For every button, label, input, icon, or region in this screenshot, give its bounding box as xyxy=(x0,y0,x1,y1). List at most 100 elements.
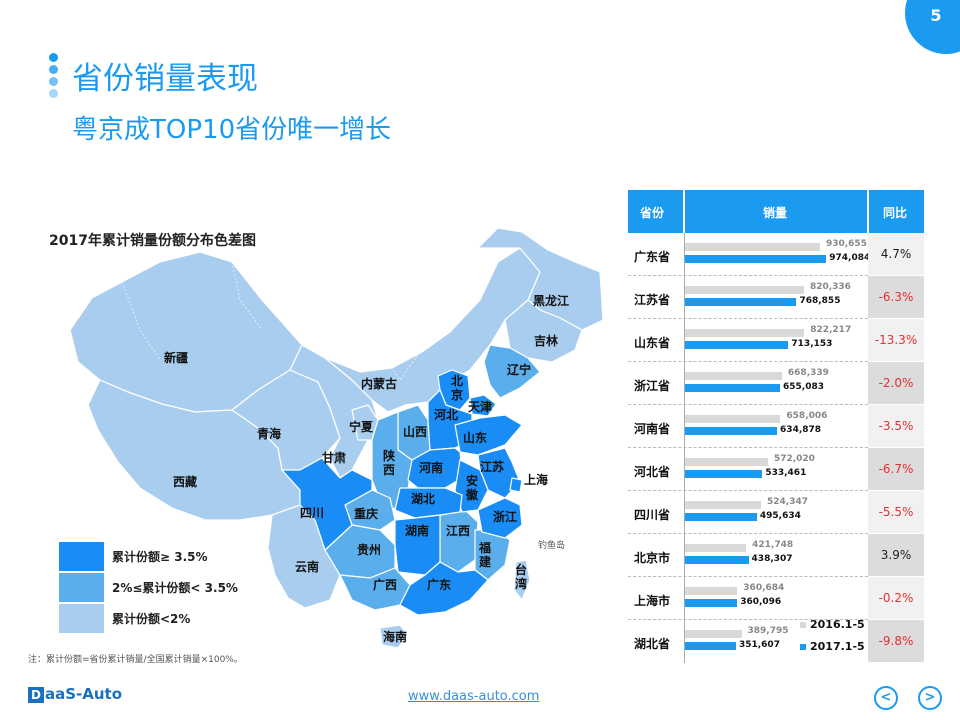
region-guangdong xyxy=(399,561,489,616)
bar-2017 xyxy=(685,427,778,435)
legend-prev: 2016.1-5 xyxy=(800,618,865,631)
label-hubei: 湖北 xyxy=(411,492,436,506)
value-2016: 572,020 xyxy=(773,454,815,464)
label-shandong: 山东 xyxy=(463,431,488,445)
label-fujian: 福建 xyxy=(478,541,491,569)
value-2016: 822,217 xyxy=(810,325,852,335)
bar-2016 xyxy=(685,544,747,552)
page-subtitle: 粤京成TOP10省份唯一增长 xyxy=(72,115,392,145)
row-bars: 822,217 713,153 xyxy=(684,319,866,362)
legend-label-high: 累计份额≥ 3.5% xyxy=(112,550,208,564)
row-yoy: -0.2% xyxy=(868,577,924,619)
row-divider xyxy=(628,576,868,577)
label-diaoyudao: 钓鱼岛 xyxy=(538,541,566,551)
row-bars: 360,684 360,096 xyxy=(684,577,866,620)
row-bars: 421,748 438,307 xyxy=(684,534,866,577)
row-yoy: 4.7% xyxy=(868,233,924,275)
row-bars: 572,020 533,461 xyxy=(684,448,866,491)
region-hubei xyxy=(394,487,463,519)
page-title: 省份销量表现 xyxy=(72,61,258,97)
next-page-button[interactable]: > xyxy=(918,686,942,710)
row-yoy: -6.7% xyxy=(868,448,924,490)
table-row: 河南省 658,006 634,878 -3.5% xyxy=(628,405,924,448)
label-guangxi: 广西 xyxy=(373,578,398,592)
region-taiwan xyxy=(513,559,531,601)
table-row: 山东省 822,217 713,153 -13.3% xyxy=(628,319,924,362)
row-bars: 389,795 351,607 xyxy=(684,620,866,663)
china-map xyxy=(69,227,604,649)
row-divider xyxy=(628,533,868,534)
label-neimenggu: 内蒙古 xyxy=(361,377,398,391)
value-2017: 655,083 xyxy=(782,382,824,392)
label-guizhou: 贵州 xyxy=(357,543,382,557)
value-2017: 351,607 xyxy=(738,640,780,650)
label-anhui: 安徽 xyxy=(465,474,478,502)
row-bars: 658,006 634,878 xyxy=(684,405,866,448)
bar-2017 xyxy=(685,298,797,306)
label-qinghai: 青海 xyxy=(257,427,282,441)
chevron-left-icon: < xyxy=(880,690,892,705)
row-yoy: -5.5% xyxy=(868,491,924,533)
legend-mid: 2%≤累计份额< 3.5% xyxy=(59,573,238,602)
table-row: 浙江省 668,339 655,083 -2.0% xyxy=(628,362,924,405)
value-2017: 974,084 xyxy=(829,253,871,263)
label-shaanxi: 陕西 xyxy=(382,449,395,477)
table-row: 上海市 360,684 360,096 -0.2% xyxy=(628,577,924,620)
row-yoy: 3.9% xyxy=(868,534,924,576)
bar-2016 xyxy=(685,501,762,509)
row-divider xyxy=(628,619,868,620)
bar-2016 xyxy=(685,415,781,423)
row-province: 河北省 xyxy=(634,465,671,479)
legend-label-mid: 2%≤累计份额< 3.5% xyxy=(112,581,238,595)
header-divider xyxy=(867,190,869,233)
row-yoy: -13.3% xyxy=(868,319,924,361)
legend-swatch-low xyxy=(59,604,104,633)
map-title: 2017年累计销量份额分布色差图 xyxy=(49,233,256,249)
logo-text: aaS-Auto xyxy=(45,685,123,703)
label-hunan: 湖南 xyxy=(405,524,430,538)
value-2017: 713,153 xyxy=(791,339,833,349)
legend-cur: 2017.1-5 xyxy=(800,640,865,653)
legend-low: 累计份额<2% xyxy=(59,604,190,633)
bar-2017 xyxy=(685,513,757,521)
header-province: 省份 xyxy=(640,206,665,220)
label-shanghai: 上海 xyxy=(524,473,549,487)
row-province: 浙江省 xyxy=(634,379,671,393)
row-yoy: -2.0% xyxy=(868,362,924,404)
bar-2017 xyxy=(685,470,763,478)
header-yoy: 同比 xyxy=(883,206,908,220)
value-2017: 360,096 xyxy=(740,597,782,607)
bar-2016 xyxy=(685,458,768,466)
row-province: 山东省 xyxy=(634,336,671,350)
table-row: 广东省 930,655 974,084 4.7% xyxy=(628,233,924,276)
value-2016: 930,655 xyxy=(825,239,867,249)
row-divider xyxy=(628,361,868,362)
prev-page-button[interactable]: < xyxy=(874,686,898,710)
label-zhejiang: 浙江 xyxy=(493,510,518,524)
label-ningxia: 宁夏 xyxy=(349,420,374,434)
bar-2016 xyxy=(685,630,742,638)
value-2016: 820,336 xyxy=(809,282,851,292)
row-yoy: -3.5% xyxy=(868,405,924,447)
table-body: 广东省 930,655 974,084 4.7% 江苏省 820,336 768,855 -6… xyxy=(628,233,924,663)
label-liaoning: 辽宁 xyxy=(507,363,532,377)
bar-2017 xyxy=(685,556,749,564)
label-tianjin: 天津 xyxy=(468,400,493,414)
label-xinjiang: 新疆 xyxy=(164,351,189,365)
row-bars: 930,655 974,084 xyxy=(684,233,870,276)
table-row: 湖北省 389,795 351,607 -9.8% xyxy=(628,620,924,663)
region-hainan xyxy=(379,624,409,649)
row-bars: 820,336 768,855 xyxy=(684,276,866,319)
website-link[interactable]: www.daas-auto.com xyxy=(408,689,540,704)
title-dots-decoration xyxy=(49,53,59,101)
value-2016: 360,684 xyxy=(743,583,785,593)
row-yoy: -6.3% xyxy=(868,276,924,318)
table-row: 四川省 524,347 495,634 -5.5% xyxy=(628,491,924,534)
label-gansu: 甘肃 xyxy=(322,451,347,465)
value-2017: 495,634 xyxy=(759,511,801,521)
footnote: 注：累计份额=省份累计销量/全国累计销量×100%。 xyxy=(28,655,243,665)
legend-prev-label: 2016.1-5 xyxy=(810,618,865,631)
table-row: 北京市 421,748 438,307 3.9% xyxy=(628,534,924,577)
table-row: 河北省 572,020 533,461 -6.7% xyxy=(628,448,924,491)
